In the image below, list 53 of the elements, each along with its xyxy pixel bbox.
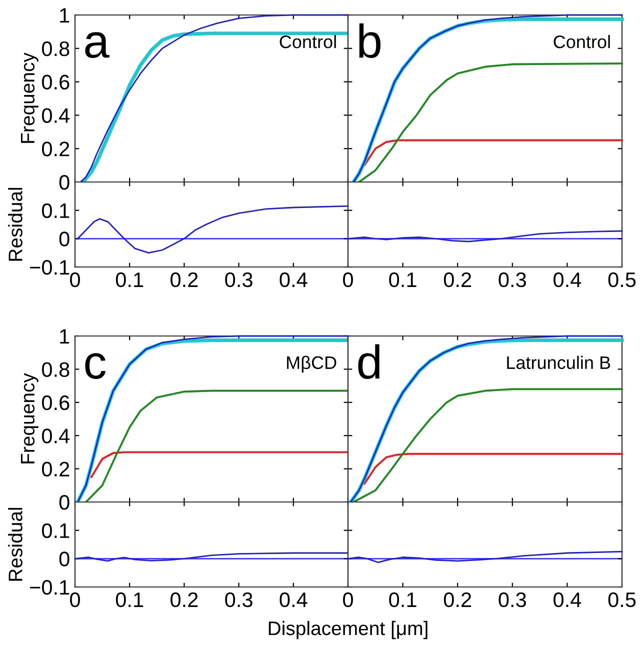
y-axis-title: Residual: [8, 508, 22, 581]
annotation: Control: [280, 34, 336, 48]
annotation: MβCD: [287, 356, 336, 373]
x-tick-label: 0.2: [170, 272, 198, 288]
x-tick-label: 0.3: [498, 592, 526, 608]
y-tick-label: 0.2: [42, 462, 70, 477]
y-tick-label: −0.1: [30, 580, 70, 595]
x-tick-label: 0: [70, 272, 80, 288]
x-tick-label: 0.4: [280, 592, 308, 608]
annotation: a: [85, 32, 110, 58]
y-tick-label: 1: [60, 8, 70, 23]
y-axis-title: Frequency: [20, 52, 38, 143]
annotation: d: [358, 344, 380, 379]
y-tick-label: 0: [59, 232, 70, 246]
y-tick-label: 0.4: [42, 428, 70, 444]
x-tick-label: 0.2: [170, 592, 198, 608]
y-tick-label: 0.4: [42, 108, 70, 123]
x-tick-label: 0.1: [389, 592, 416, 608]
x-tick-label: 0: [343, 272, 353, 288]
y-tick-label: 0.6: [42, 395, 70, 410]
y-tick-label: −0.1: [30, 260, 70, 275]
y-axis-title: Residual: [8, 188, 22, 261]
y-tick-label: 0: [59, 552, 70, 566]
annotation: c: [85, 353, 106, 379]
y-tick-label: 0.8: [42, 41, 70, 56]
y-tick-label: 0.1: [42, 203, 70, 218]
x-tick-label: 0.3: [225, 592, 252, 608]
y-tick-label: 0.2: [42, 142, 70, 156]
y-tick-label: 0: [59, 495, 70, 510]
annotation: b: [359, 23, 381, 58]
y-tick-label: 0.8: [42, 362, 70, 377]
y-tick-label: 1: [60, 329, 70, 344]
annotation: Control: [554, 34, 610, 48]
y-tick-label: 0.6: [42, 74, 70, 90]
x-tick-label: 0.4: [280, 272, 308, 288]
x-tick-label: 0.2: [444, 592, 472, 608]
y-axis-title: Frequency: [20, 373, 38, 464]
x-tick-label: 0.1: [389, 272, 416, 288]
x-tick-label: 0.1: [116, 592, 144, 608]
x-tick-label: 0.3: [498, 272, 526, 288]
annotation: Latrunculin B: [507, 356, 610, 370]
x-tick-label: 0.5: [608, 592, 636, 608]
y-tick-label: 0.1: [42, 523, 70, 538]
y-tick-label: 0: [59, 175, 70, 190]
x-tick-label: 0.4: [554, 592, 582, 608]
x-axis-title: Displacement [μm]: [268, 620, 428, 640]
x-tick-label: 0.1: [116, 272, 144, 288]
x-tick-label: 0.5: [608, 272, 636, 288]
x-tick-label: 0.3: [225, 272, 252, 288]
x-tick-label: 0: [343, 592, 353, 608]
x-tick-label: 0: [70, 592, 80, 608]
x-tick-label: 0.4: [554, 272, 582, 288]
x-tick-label: 0.2: [444, 272, 472, 288]
